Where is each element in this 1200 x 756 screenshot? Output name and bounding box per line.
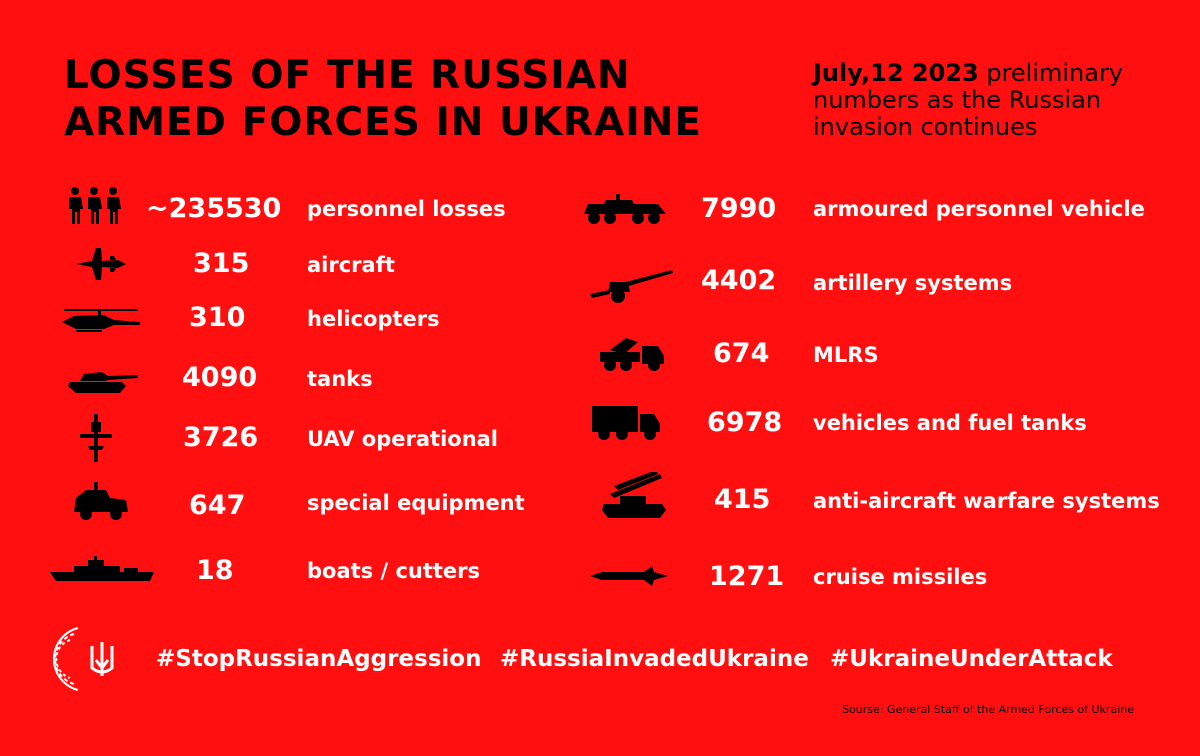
apc-label: armoured personnel vehicle <box>813 197 1145 221</box>
missiles-value: 1271 <box>709 561 785 592</box>
hashtag-stop-russian-aggression: #StopRussianAggression <box>156 646 482 672</box>
drone-icon <box>80 414 112 462</box>
personnel-label: personnel losses <box>307 197 506 221</box>
apc-icon <box>584 194 666 224</box>
source-note: Sourse: General Staff of the Armed Force… <box>842 703 1134 716</box>
subtitle: July,12 2023 preliminary numbers as the … <box>813 60 1133 141</box>
page-title: LOSSES OF THE RUSSIAN ARMED FORCES IN UK… <box>64 52 702 146</box>
ukraine-emblem-icon <box>52 627 114 691</box>
tanks-label: tanks <box>307 367 373 391</box>
vehicles-value: 6978 <box>707 407 783 438</box>
report-date: July,12 2023 <box>813 59 979 87</box>
mlrs-icon <box>600 338 664 371</box>
artillery-icon <box>590 270 673 303</box>
artillery-label: artillery systems <box>813 271 1013 295</box>
helicopters-value: 310 <box>189 302 246 333</box>
boats-value: 18 <box>196 555 234 586</box>
mlrs-value: 674 <box>713 338 770 369</box>
vehicles-label: vehicles and fuel tanks <box>813 411 1087 435</box>
truck-icon <box>592 406 660 440</box>
anti-aircraft-value: 415 <box>714 484 771 515</box>
helicopter-icon <box>62 309 140 332</box>
personnel-value: ~235530 <box>146 193 282 224</box>
title-line-2: ARMED FORCES IN UKRAINE <box>64 100 702 145</box>
uav-label: UAV operational <box>307 427 499 451</box>
title-line-1: LOSSES OF THE RUSSIAN <box>64 53 631 98</box>
apc-value: 7990 <box>701 193 777 224</box>
aircraft-value: 315 <box>193 248 250 279</box>
aircraft-icon <box>76 248 126 280</box>
soldiers-icon <box>69 187 121 224</box>
artillery-value: 4402 <box>701 265 777 296</box>
mlrs-label: MLRS <box>813 343 879 367</box>
subtitle-text: preliminary numbers as the Russian invas… <box>813 59 1124 141</box>
air-defense-icon <box>602 472 666 518</box>
uav-value: 3726 <box>183 422 259 453</box>
special-equipment-label: special equipment <box>307 491 525 515</box>
helicopters-label: helicopters <box>307 307 440 331</box>
tank-icon <box>68 372 138 393</box>
anti-aircraft-label: anti-aircraft warfare systems <box>813 489 1160 513</box>
ship-icon <box>50 556 154 581</box>
special-equipment-value: 647 <box>189 490 246 521</box>
hashtag-ukraine-under-attack: #UkraineUnderAttack <box>830 646 1113 672</box>
missiles-label: cruise missiles <box>813 565 988 589</box>
special-vehicle-icon <box>74 482 128 520</box>
missile-icon <box>590 566 668 586</box>
boats-label: boats / cutters <box>307 559 481 583</box>
aircraft-label: aircraft <box>307 253 395 277</box>
hashtag-russia-invaded-ukraine: #RussiaInvadedUkraine <box>500 646 809 672</box>
tanks-value: 4090 <box>182 362 258 393</box>
